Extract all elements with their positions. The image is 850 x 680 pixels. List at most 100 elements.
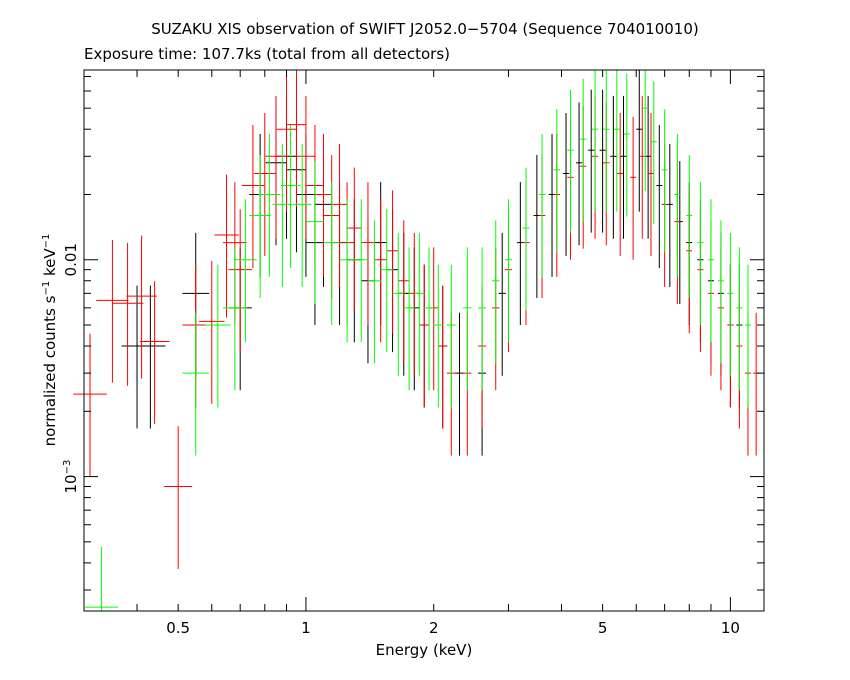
data-point <box>205 264 231 408</box>
data-point <box>272 143 293 287</box>
data-point <box>630 116 637 260</box>
data-point <box>588 89 595 233</box>
x-tick-label: 5 <box>598 619 608 637</box>
y-axis-label-part-b: keV <box>41 248 59 281</box>
ticks-layer: 0.5 1 2 5 10 0.01 10−3 <box>62 70 764 637</box>
series-group <box>85 70 751 611</box>
data-point <box>139 281 170 424</box>
data-point <box>438 285 448 429</box>
data-point <box>753 312 760 456</box>
data-point <box>398 220 410 364</box>
data-point <box>707 199 714 343</box>
data-point <box>697 182 704 326</box>
data-point <box>276 70 297 212</box>
plot-frame <box>83 69 765 612</box>
data-point <box>280 125 301 268</box>
data-point <box>478 247 486 391</box>
data-point <box>603 70 610 212</box>
data-point <box>424 247 434 391</box>
data-point <box>414 232 425 376</box>
data-point <box>623 73 630 217</box>
data-point <box>135 285 166 429</box>
data-point <box>315 134 332 277</box>
series-group <box>121 70 743 456</box>
data-point <box>642 70 649 191</box>
data-point <box>744 264 751 408</box>
data-point <box>386 190 399 334</box>
data-point <box>661 109 668 253</box>
y-tick-label: 0.01 <box>62 243 80 276</box>
data-point <box>73 333 107 477</box>
y-tick-label: 10−3 <box>62 460 80 494</box>
data-point <box>727 232 734 376</box>
series-group <box>73 70 760 569</box>
data-point <box>408 232 420 376</box>
data-point <box>610 95 617 239</box>
data-point <box>233 199 257 343</box>
data-point <box>463 247 472 391</box>
data-point <box>419 264 430 408</box>
data-point <box>736 247 743 391</box>
data-point <box>222 247 247 391</box>
x-tick-label: 2 <box>429 619 439 637</box>
data-point <box>121 285 153 429</box>
data-point <box>504 199 513 343</box>
data-point <box>656 125 663 268</box>
data-point <box>331 143 348 287</box>
data-point <box>254 113 276 256</box>
data-point <box>575 102 583 246</box>
data-point <box>580 78 587 222</box>
data-point <box>674 134 681 277</box>
x-tick-label: 1 <box>301 619 311 637</box>
data-point <box>620 95 627 239</box>
data-point <box>182 312 210 456</box>
data-point <box>306 161 324 305</box>
data-point <box>164 426 193 569</box>
data-point <box>296 95 315 239</box>
data-point <box>686 155 693 298</box>
x-tick-label: 10 <box>721 619 740 637</box>
data-point <box>392 232 405 376</box>
x-axis-label: Energy (keV) <box>375 641 473 659</box>
data-point <box>111 242 144 386</box>
data-point <box>538 134 546 277</box>
data-point <box>498 232 506 376</box>
data-point <box>249 155 272 298</box>
data-layer <box>73 70 760 611</box>
data-point <box>323 182 340 326</box>
chart-title: SUZAKU XIS observation of SWIFT J2052.0−… <box>151 20 699 38</box>
data-point <box>599 89 606 233</box>
data-point <box>96 239 129 383</box>
chart-subtitle: Exposure time: 107.7ks (total from all d… <box>84 45 451 63</box>
data-point <box>126 235 157 379</box>
data-point <box>293 143 312 287</box>
y-axis-label-sup-a: −1 <box>41 280 52 296</box>
y-tick-label-sup: −3 <box>62 460 73 475</box>
data-point <box>562 113 570 256</box>
data-point <box>446 264 456 408</box>
data-point <box>613 70 620 212</box>
data-point <box>347 167 362 311</box>
data-point <box>354 199 369 343</box>
data-point <box>339 199 355 343</box>
data-point <box>548 134 556 277</box>
data-point <box>492 220 500 364</box>
y-axis-label-part-a: normalized counts s <box>41 295 59 447</box>
data-point <box>258 134 280 277</box>
data-point <box>647 113 654 256</box>
data-point <box>85 546 119 611</box>
data-point <box>533 155 541 298</box>
data-point <box>265 95 287 239</box>
data-point <box>553 109 561 253</box>
data-point <box>645 95 652 239</box>
data-point <box>617 113 624 256</box>
data-point <box>199 260 225 404</box>
y-axis-label-sup-b: −1 <box>41 233 52 249</box>
data-point <box>650 81 657 225</box>
data-point <box>428 247 439 391</box>
data-point <box>717 220 724 364</box>
data-point <box>374 199 387 343</box>
data-point <box>228 209 252 353</box>
data-point <box>636 70 643 212</box>
